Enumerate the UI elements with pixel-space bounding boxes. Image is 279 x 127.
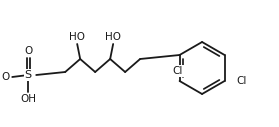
- Text: OH: OH: [20, 94, 36, 104]
- Text: HO: HO: [69, 32, 85, 42]
- Text: O: O: [24, 46, 32, 56]
- Text: HO: HO: [105, 32, 121, 42]
- Text: Cl: Cl: [172, 66, 183, 76]
- Text: S: S: [25, 70, 32, 80]
- Text: Cl: Cl: [237, 76, 247, 86]
- Text: O: O: [1, 72, 9, 82]
